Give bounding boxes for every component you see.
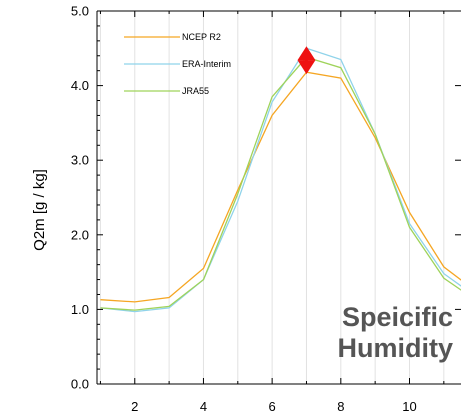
difference-arrow: [297, 46, 316, 75]
series-line-era-interim: [100, 47, 461, 313]
legend-label-jra55: JRA55: [182, 86, 209, 96]
y-axis-label: Q2m [g / kg]: [31, 169, 48, 251]
y-tick-label: 0.0: [71, 377, 89, 392]
y-tick-label: 3.0: [71, 153, 89, 168]
overlay-title: Speicific Humidity: [337, 302, 453, 364]
legend-label-era-interim: ERA-Interim: [182, 59, 231, 69]
axes: 0.01.02.03.04.05.02468101: [71, 4, 461, 414]
series-line-jra55: [100, 56, 461, 311]
arrow-head-down: [297, 60, 316, 75]
overlay-title-line2: Humidity: [337, 333, 453, 363]
y-tick-label: 2.0: [71, 227, 89, 242]
y-tick-label: 1.0: [71, 302, 89, 317]
x-tick-label: 8: [337, 399, 344, 414]
overlay-title-line1: Speicific: [341, 302, 453, 332]
x-tick-label: 6: [269, 399, 276, 414]
legend-label-ncep-r2: NCEP R2: [182, 32, 221, 42]
data-series: [100, 47, 461, 313]
x-tick-label: 2: [131, 399, 138, 414]
x-tick-label: 10: [402, 399, 416, 414]
series-line-ncep-r2: [100, 71, 461, 303]
y-tick-label: 5.0: [71, 4, 89, 19]
legend: NCEP R2 ERA-Interim JRA55: [124, 32, 231, 96]
arrow-head-up: [297, 46, 316, 61]
y-tick-label: 4.0: [71, 78, 89, 93]
x-tick-label: 4: [200, 399, 207, 414]
